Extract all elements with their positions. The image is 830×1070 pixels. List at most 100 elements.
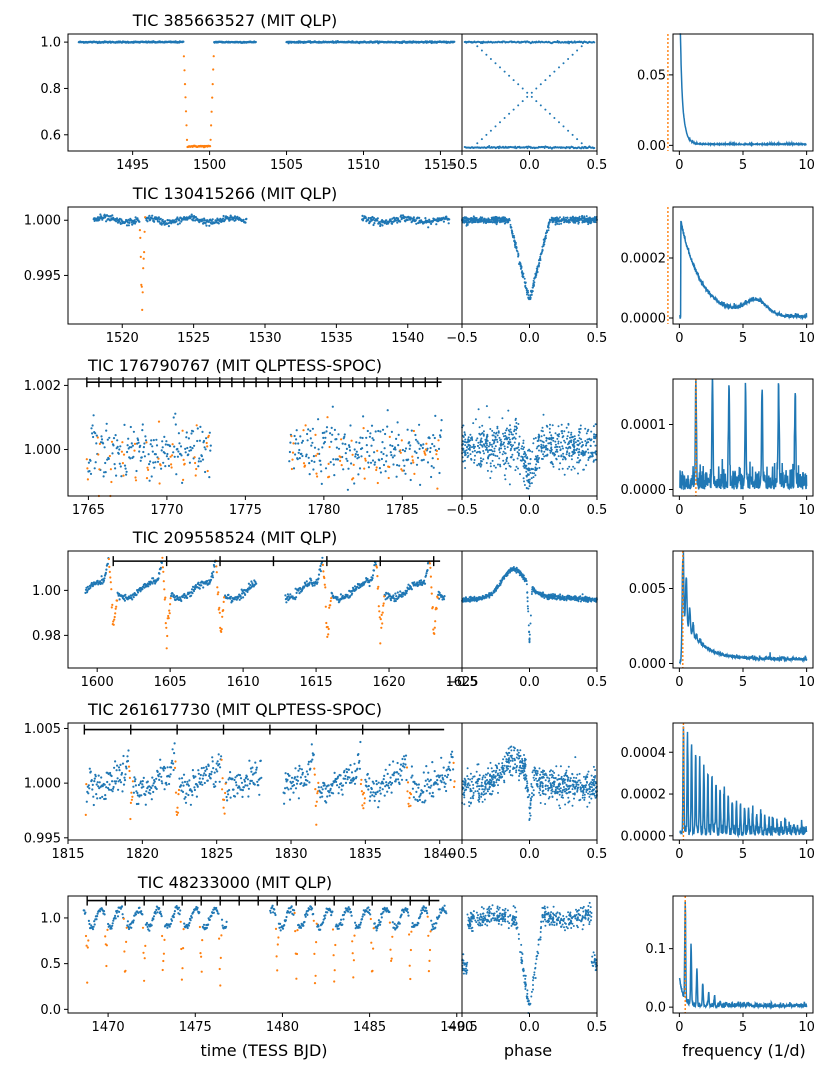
row-4-flux-point (96, 579, 99, 583)
row-3-flux-point (378, 467, 381, 470)
row-3-flux-point (394, 448, 397, 451)
row-3-flux-point (191, 447, 194, 450)
row-3-flux-point (385, 454, 388, 457)
row-3-phase-point (486, 469, 489, 472)
row-3-phase-point (513, 441, 516, 444)
row-3-phase-point (476, 445, 479, 447)
row-1-phase-point (526, 91, 529, 94)
row-3-phase-point (564, 441, 567, 444)
row-2-flux-point (211, 218, 214, 221)
row-3-phase-point (486, 451, 489, 453)
row-3-phase-point (534, 458, 536, 461)
row-4-flux-point (159, 566, 162, 570)
row-3-phase-point (540, 435, 543, 438)
row-3-flux-point (309, 429, 312, 432)
row-3-phase-point (496, 434, 499, 437)
row-3-phase-point (497, 430, 500, 433)
row-4-eclipse-point (109, 581, 112, 584)
row-3-eclipse-point (86, 467, 89, 470)
row-3-flux-point (129, 457, 132, 460)
row-3-phase-point (516, 451, 519, 454)
row-3-phase-point (565, 426, 568, 429)
row-4-eclipse-point (218, 606, 221, 610)
row-3-flux-point (296, 458, 299, 461)
row-4-flux-point (122, 597, 125, 601)
row-3-phase-point (518, 442, 521, 445)
row-3-phase-point (534, 437, 537, 439)
row-3-phase-point (473, 449, 476, 452)
row-3-flux-point (374, 430, 377, 433)
row-1-periodogram-ytick-label: 0.05 (637, 68, 666, 83)
row-2-phase-point (471, 221, 474, 224)
row-2-flux-point (146, 220, 149, 223)
row-4-flux-point (368, 584, 371, 588)
row-3-phase-point (520, 455, 523, 458)
row-3-flux-point (366, 450, 369, 454)
row-3-eclipse-point (327, 462, 330, 465)
row-3-flux-point (348, 445, 351, 449)
row-4-phase-point (550, 593, 553, 596)
row-3-phase-point (554, 443, 557, 446)
row-3-phase-point (508, 433, 511, 436)
row-3-phase-point (502, 432, 504, 435)
row-3-phase-point (559, 448, 562, 451)
row-4-flux-point (407, 583, 410, 586)
row-2-phase-point (547, 223, 550, 225)
row-4-flux-point (413, 581, 416, 584)
row-3-flux-point (386, 425, 389, 428)
row-3-phase-point (537, 438, 540, 440)
row-3-phase-point (538, 449, 540, 452)
row-4-eclipse-point (222, 609, 225, 612)
row-2-flux-point (222, 214, 225, 218)
row-3-phase-point (479, 457, 482, 460)
row-3-phase-point (526, 467, 529, 470)
row-3-phase-point (467, 436, 470, 439)
row-1-phase-point (499, 66, 501, 69)
row-3-flux-point (199, 460, 202, 463)
row-4-flux-point (197, 581, 200, 584)
row-3-eclipse-point (424, 453, 427, 456)
row-4-phase-point (526, 605, 529, 608)
row-2-phase-point (524, 284, 527, 287)
row-2-eclipse-point (144, 216, 147, 219)
row-4-phase-point (569, 598, 572, 601)
row-3-lightcurve-xtick-label: 1770 (150, 503, 183, 518)
row-1-phase-point (489, 129, 492, 132)
row-1-lightcurve-ytick-label: 1.0 (40, 36, 61, 51)
row-3-lightcurve-xtick-label: 1775 (229, 503, 262, 518)
row-2-phase-point (559, 216, 561, 219)
row-2-phase-point (513, 235, 515, 237)
row-3-phase-point (533, 472, 536, 475)
row-2-flux-point (194, 216, 198, 219)
row-3-eclipse-point (194, 461, 197, 465)
row-3-flux-point (415, 451, 418, 454)
row-2-eclipse-point (142, 267, 145, 270)
row-3-phase-point (487, 457, 490, 460)
row-3-flux-point (346, 488, 349, 491)
row-3-phase-point (488, 416, 491, 419)
row-4-flux-point (364, 580, 367, 583)
row-2-flux-point (153, 220, 156, 223)
row-4-eclipse-point (113, 618, 116, 621)
row-4-eclipse-point (115, 605, 118, 608)
row-4-flux-point (317, 577, 320, 580)
row-3-flux-point (308, 462, 311, 465)
row-4-flux-point (132, 596, 135, 599)
row-3-flux-point (305, 453, 308, 456)
row-4-eclipse-point (431, 606, 434, 609)
row-3-flux-point (148, 479, 151, 482)
row-2-phase-point (491, 217, 493, 220)
row-2-flux-point (134, 216, 137, 219)
row-3-flux-point (418, 447, 421, 450)
row-4-flux-point (355, 587, 358, 591)
row-3-phase-point (542, 413, 545, 416)
row-4-flux-point (229, 595, 233, 598)
row-3-phase-point (569, 447, 572, 449)
row-3-phase-point (502, 443, 505, 446)
row-4-flux-point (392, 594, 395, 597)
row-1-lightcurve-xtick-label: 1500 (193, 158, 226, 173)
row-3-eclipse-point (169, 455, 172, 458)
row-2-flux-point (372, 217, 376, 220)
row-2-phase-point (566, 216, 569, 219)
row-3-flux-point (383, 447, 386, 450)
